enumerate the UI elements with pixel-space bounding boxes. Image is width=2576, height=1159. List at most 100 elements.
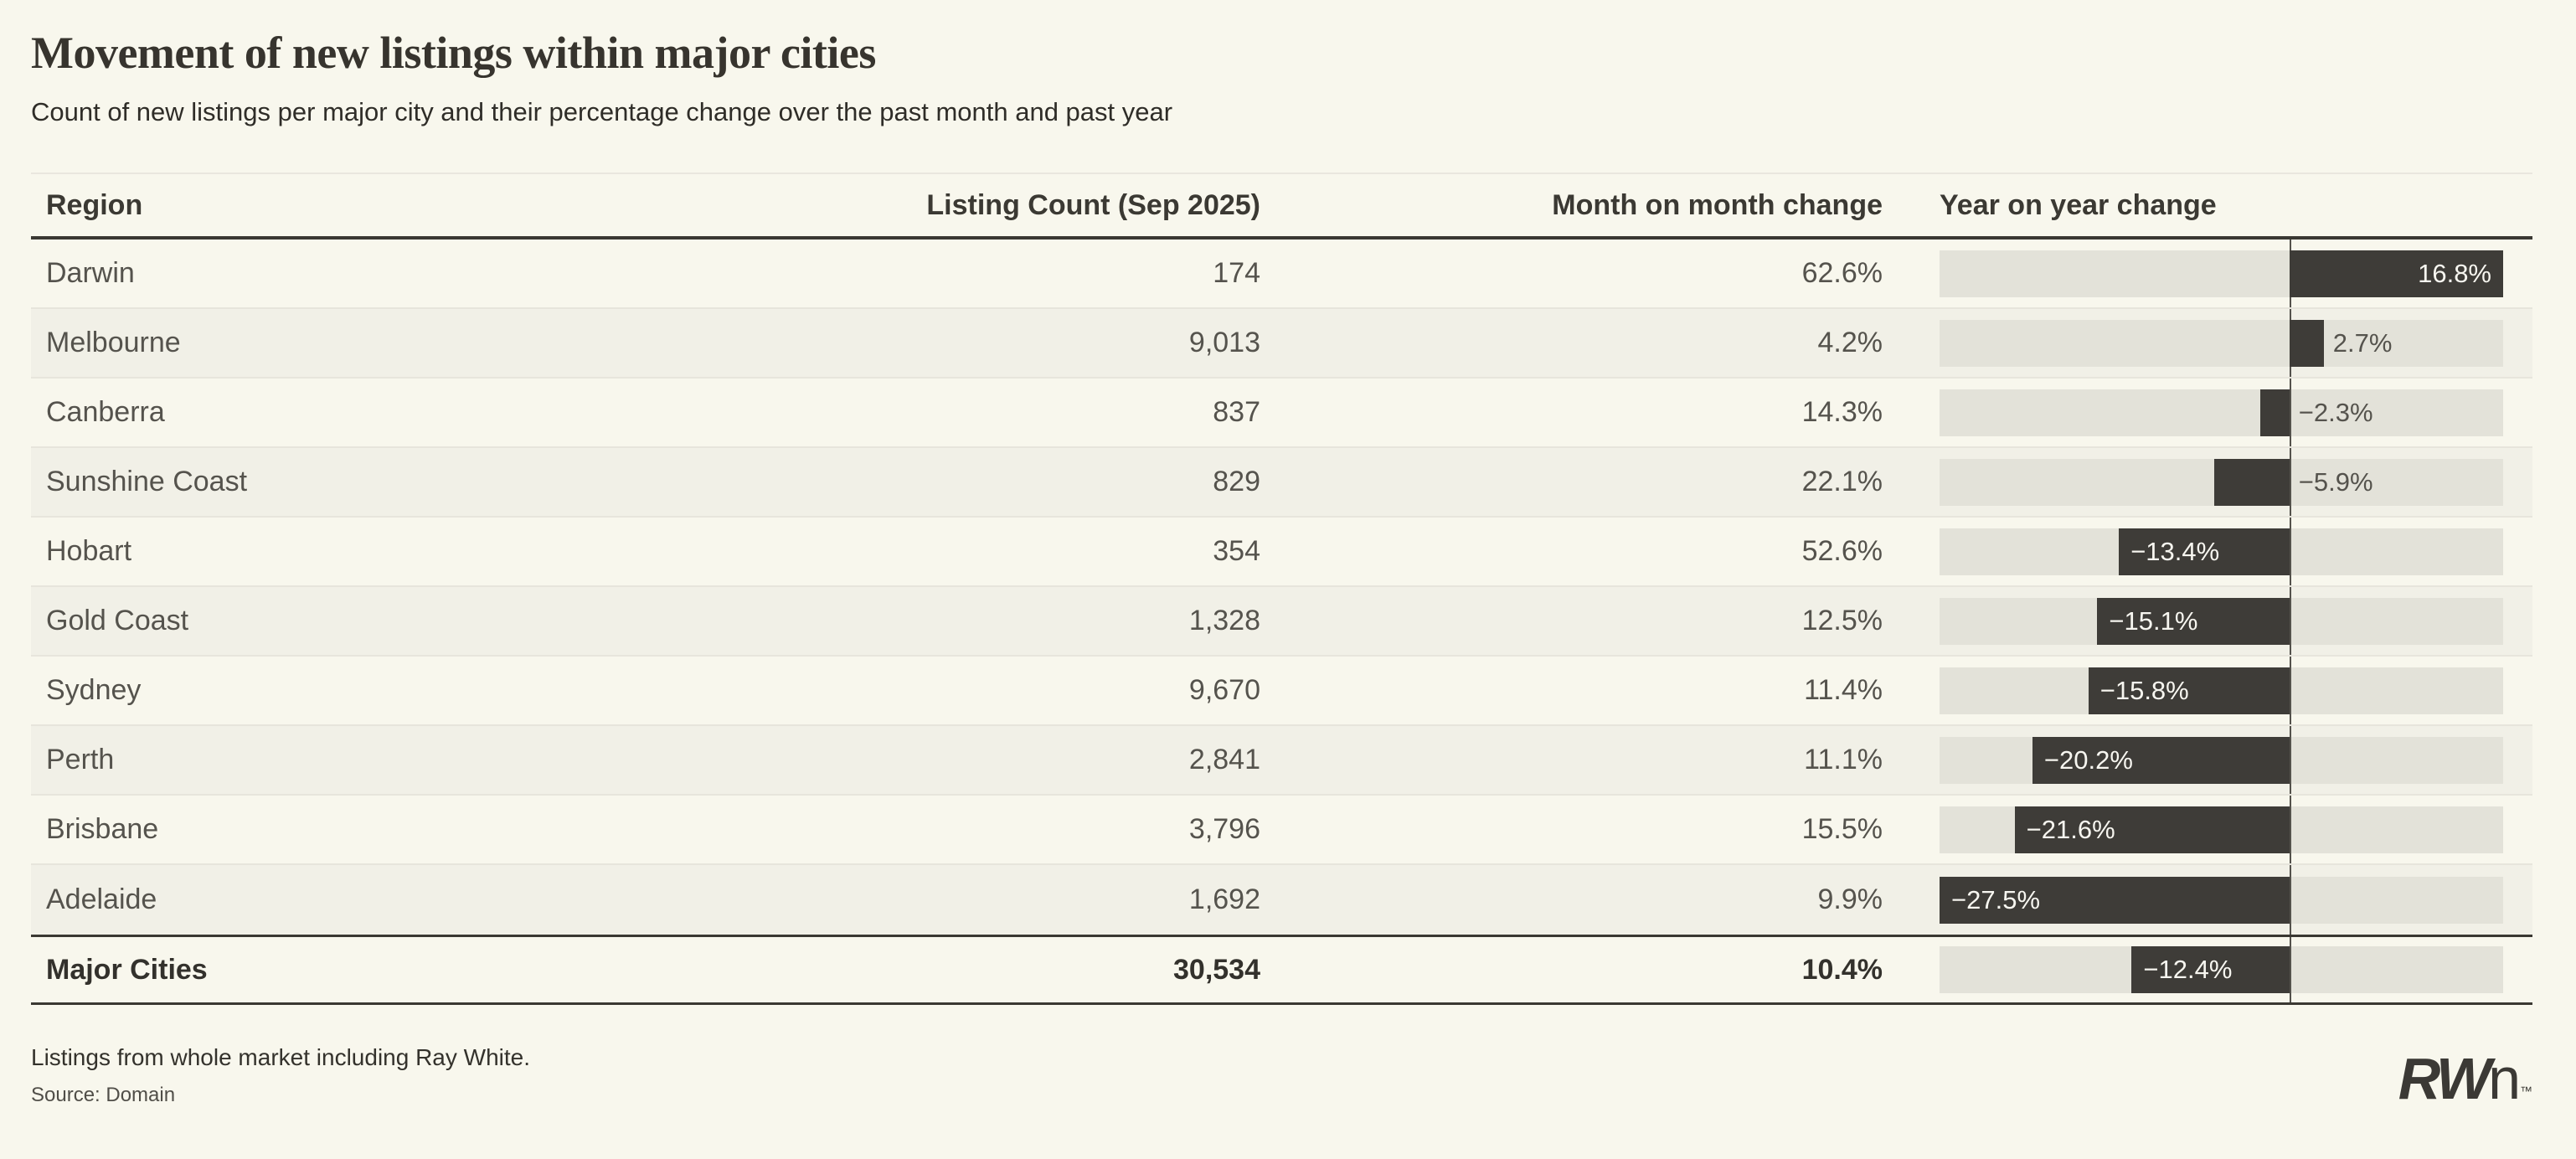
- yoy-chart-cell: −21.6%: [1940, 796, 2503, 863]
- logo-trademark: ™: [2520, 1084, 2532, 1099]
- yoy-bar-label: −15.8%: [2099, 675, 2189, 705]
- region-cell: Major Cities: [46, 953, 208, 986]
- count-cell: 837: [1213, 396, 1260, 428]
- yoy-chart-cell: −20.2%: [1940, 726, 2503, 794]
- yoy-bar: [2088, 667, 2290, 714]
- table-row: Darwin 174 62.6% 16.8%: [31, 240, 2532, 309]
- yoy-bar-label: −21.6%: [2026, 814, 2115, 844]
- table-row: Sydney 9,670 11.4% −15.8%: [31, 657, 2532, 726]
- count-cell: 829: [1213, 466, 1260, 497]
- mom-cell: 52.6%: [1801, 535, 1883, 567]
- table-row: Hobart 354 52.6% −13.4%: [31, 518, 2532, 587]
- yoy-chart-cell: 2.7%: [1940, 309, 2503, 377]
- yoy-chart-cell: −15.1%: [1940, 587, 2503, 655]
- region-cell: Hobart: [46, 535, 132, 567]
- table-row: Gold Coast 1,328 12.5% −15.1%: [31, 587, 2532, 657]
- mom-cell: 22.1%: [1801, 466, 1883, 497]
- table-body: Darwin 174 62.6% 16.8% Melbourne 9,013 4…: [31, 240, 2532, 1005]
- yoy-bar: [2032, 736, 2290, 784]
- column-header-region: Region: [46, 188, 143, 221]
- zero-line: [2289, 865, 2291, 935]
- page-subtitle: Count of new listings per major city and…: [31, 97, 1173, 126]
- yoy-bar-label: −5.9%: [2298, 466, 2373, 497]
- zero-line: [2289, 726, 2291, 794]
- mom-cell: 12.5%: [1801, 605, 1883, 636]
- yoy-bar-label: 16.8%: [2418, 258, 2491, 288]
- mom-cell: 11.4%: [1804, 674, 1883, 706]
- yoy-chart-cell: −5.9%: [1940, 448, 2503, 516]
- logo-n: n: [2488, 1046, 2521, 1111]
- yoy-chart-cell: −15.8%: [1940, 657, 2503, 724]
- bar-track: [1940, 319, 2503, 367]
- footnote-market: Listings from whole market including Ray…: [31, 1044, 531, 1070]
- region-cell: Perth: [46, 744, 115, 775]
- yoy-bar-label: −12.4%: [2143, 955, 2233, 984]
- mom-cell: 9.9%: [1817, 883, 1883, 915]
- column-header-mom-change: Month on month change: [1552, 188, 1883, 221]
- yoy-bar: [2014, 806, 2290, 853]
- yoy-bar: [2289, 319, 2324, 367]
- zero-line: [2289, 937, 2291, 1002]
- region-cell: Darwin: [46, 257, 135, 289]
- table-row: Melbourne 9,013 4.2% 2.7%: [31, 309, 2532, 379]
- zero-line: [2289, 448, 2291, 516]
- mom-cell: 10.4%: [1801, 953, 1883, 986]
- bar-track: [1940, 389, 2503, 436]
- count-cell: 9,670: [1188, 674, 1260, 706]
- yoy-bar-label: 2.7%: [2332, 327, 2393, 358]
- yoy-chart-cell: −27.5%: [1940, 865, 2503, 935]
- page-title: Movement of new listings within major ci…: [31, 28, 876, 78]
- column-header-listing-count: Listing Count (Sep 2025): [926, 188, 1260, 221]
- table-header-row: Region Listing Count (Sep 2025) Month on…: [31, 173, 2532, 240]
- yoy-bar-label: −2.3%: [2298, 397, 2373, 427]
- zero-line: [2289, 796, 2291, 863]
- mom-cell: 11.1%: [1804, 744, 1883, 775]
- region-cell: Sunshine Coast: [46, 466, 248, 497]
- yoy-bar: [2097, 597, 2290, 645]
- region-cell: Brisbane: [46, 813, 159, 845]
- logo-rw: RW: [2398, 1046, 2491, 1111]
- yoy-bar-label: −13.4%: [2130, 536, 2220, 566]
- page: Movement of new listings within major ci…: [31, 0, 2532, 1108]
- count-cell: 1,328: [1188, 605, 1260, 636]
- ray-white-now-logo: RWn™: [2398, 1045, 2532, 1112]
- yoy-chart-cell: −2.3%: [1940, 379, 2503, 446]
- zero-line: [2289, 587, 2291, 655]
- yoy-bar: [2214, 458, 2290, 506]
- count-cell: 30,534: [1173, 953, 1260, 986]
- yoy-chart-cell: −13.4%: [1940, 518, 2503, 585]
- zero-line: [2289, 518, 2291, 585]
- region-cell: Adelaide: [46, 883, 157, 915]
- table-row: Major Cities 30,534 10.4% −12.4%: [31, 935, 2532, 1005]
- count-cell: 9,013: [1188, 327, 1260, 358]
- mom-cell: 4.2%: [1817, 327, 1883, 358]
- mom-cell: 14.3%: [1801, 396, 1883, 428]
- region-cell: Sydney: [46, 674, 142, 706]
- count-cell: 354: [1213, 535, 1260, 567]
- table-row: Sunshine Coast 829 22.1% −5.9%: [31, 448, 2532, 518]
- mom-cell: 15.5%: [1801, 813, 1883, 845]
- yoy-bar: [1940, 876, 2290, 924]
- yoy-bar: [2131, 946, 2290, 993]
- yoy-bar: [2119, 528, 2290, 575]
- zero-line: [2289, 379, 2291, 446]
- yoy-bar-label: −20.2%: [2043, 744, 2133, 775]
- table-row: Canberra 837 14.3% −2.3%: [31, 379, 2532, 448]
- count-cell: 174: [1213, 257, 1260, 289]
- yoy-bar-label: −15.1%: [2109, 605, 2198, 636]
- zero-line: [2289, 657, 2291, 724]
- count-cell: 3,796: [1188, 813, 1260, 845]
- region-cell: Canberra: [46, 396, 165, 428]
- yoy-chart-cell: −12.4%: [1940, 937, 2503, 1002]
- region-cell: Melbourne: [46, 327, 181, 358]
- table-row: Perth 2,841 11.1% −20.2%: [31, 726, 2532, 796]
- footnote-source: Source: Domain: [31, 1084, 176, 1106]
- column-header-yoy-change: Year on year change: [1940, 188, 2217, 221]
- region-cell: Gold Coast: [46, 605, 189, 636]
- yoy-bar: [2289, 250, 2503, 297]
- count-cell: 2,841: [1188, 744, 1260, 775]
- listings-table: Region Listing Count (Sep 2025) Month on…: [31, 173, 2532, 1005]
- table-row: Adelaide 1,692 9.9% −27.5%: [31, 865, 2532, 935]
- count-cell: 1,692: [1188, 883, 1260, 915]
- table-row: Brisbane 3,796 15.5% −21.6%: [31, 796, 2532, 865]
